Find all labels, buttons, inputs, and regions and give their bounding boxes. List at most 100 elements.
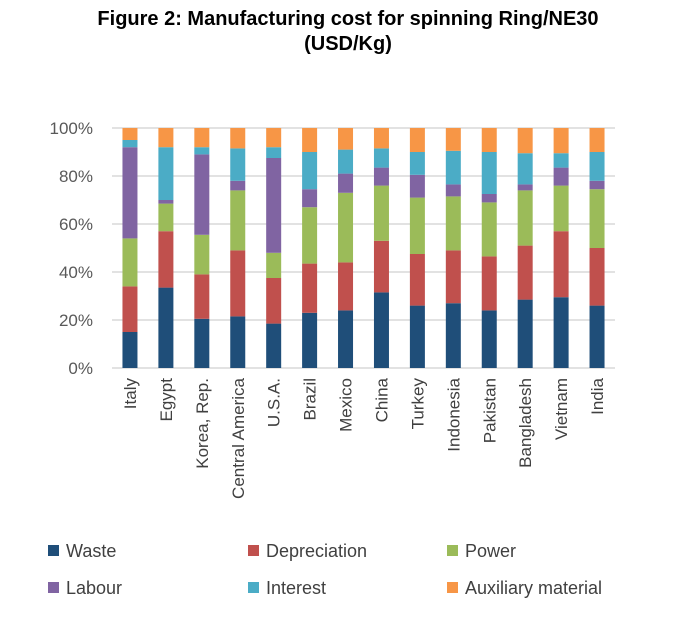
bar-segment-labour xyxy=(122,147,138,239)
bar-segment-depreciation xyxy=(158,231,174,288)
legend-label: Power xyxy=(465,541,516,561)
bar-segment-power xyxy=(373,185,389,241)
bar-segment-interest xyxy=(158,147,174,200)
bar-segment-waste xyxy=(409,305,425,368)
bar-segment-power xyxy=(589,189,605,248)
legend-swatch xyxy=(48,582,59,593)
bar-segment-interest xyxy=(266,147,282,158)
bar-segment-depreciation xyxy=(589,248,605,306)
x-tick-label: Brazil xyxy=(301,378,320,421)
x-tick-label: Turkey xyxy=(408,378,427,430)
y-tick-label: 20% xyxy=(59,311,93,330)
x-tick-label: India xyxy=(588,377,607,414)
legend-swatch xyxy=(447,545,458,556)
bar-segment-auxiliary-material xyxy=(338,128,354,150)
bar-segment-labour xyxy=(409,174,425,198)
bar-segment-labour xyxy=(338,173,354,193)
y-tick-label: 80% xyxy=(59,167,93,186)
bar-segment-auxiliary-material xyxy=(302,128,318,152)
bar-segment-depreciation xyxy=(481,256,497,311)
bar-segment-interest xyxy=(409,152,425,175)
y-tick-label: 100% xyxy=(50,119,93,138)
bar-segment-depreciation xyxy=(445,250,461,304)
x-tick-label: Italy xyxy=(121,378,140,410)
bar-segment-power xyxy=(266,252,282,278)
bar-segment-waste xyxy=(302,312,318,368)
legend-label: Depreciation xyxy=(266,541,367,561)
bar-segment-power xyxy=(481,202,497,257)
bar-segment-auxiliary-material xyxy=(553,128,569,154)
bar-segment-waste xyxy=(230,316,246,368)
bar-segment-labour xyxy=(445,184,461,197)
bar-segment-interest xyxy=(194,147,210,155)
bar-segment-depreciation xyxy=(266,278,282,324)
x-tick-label: Pakistan xyxy=(480,378,499,443)
bar-segment-interest xyxy=(589,152,605,181)
x-tick-label: Indonesia xyxy=(444,377,463,451)
bar-segment-labour xyxy=(481,194,497,203)
bar-segment-interest xyxy=(481,152,497,194)
x-tick-label: Korea, Rep. xyxy=(193,378,212,469)
bar-segment-depreciation xyxy=(517,245,533,300)
bar-segment-auxiliary-material xyxy=(194,128,210,148)
bar-segment-power xyxy=(230,190,246,251)
bar-segment-auxiliary-material xyxy=(158,128,174,148)
bar-segment-labour xyxy=(194,154,210,235)
bar-segment-waste xyxy=(158,287,174,368)
legend-label: Labour xyxy=(66,578,122,598)
x-tick-label: U.S.A. xyxy=(265,378,284,427)
bar-segment-power xyxy=(122,238,138,287)
bar-segment-auxiliary-material xyxy=(230,128,246,149)
bar-segment-depreciation xyxy=(553,231,569,298)
bar-segment-interest xyxy=(553,153,569,168)
bar-segment-depreciation xyxy=(373,240,389,293)
x-tick-label: Egypt xyxy=(157,378,176,422)
bar-segment-power xyxy=(302,207,318,264)
bar-segment-power xyxy=(158,203,174,232)
bar-segment-auxiliary-material xyxy=(481,128,497,152)
bar-segment-power xyxy=(409,197,425,254)
bar-segment-auxiliary-material xyxy=(409,128,425,152)
y-tick-label: 0% xyxy=(68,359,93,378)
bar-segment-waste xyxy=(266,323,282,368)
y-tick-label: 40% xyxy=(59,263,93,282)
x-tick-label: Vietnam xyxy=(552,378,571,440)
bar-segment-depreciation xyxy=(338,262,354,311)
legend-swatch xyxy=(48,545,59,556)
bar-segment-auxiliary-material xyxy=(445,128,461,151)
bar-segment-waste xyxy=(122,332,138,368)
x-tick-label: Mexico xyxy=(337,378,356,432)
bar-segment-waste xyxy=(553,297,569,368)
bar-segment-interest xyxy=(122,140,138,148)
legend-label: Auxiliary material xyxy=(465,578,602,598)
bar-segment-labour xyxy=(589,180,605,190)
bar-segment-auxiliary-material xyxy=(122,128,138,140)
bar-segment-labour xyxy=(158,200,174,204)
bar-segment-labour xyxy=(266,158,282,253)
legend-label: Interest xyxy=(266,578,326,598)
bar-segment-waste xyxy=(481,310,497,368)
bar-segment-labour xyxy=(302,189,318,208)
x-tick-label: Central America xyxy=(229,377,248,498)
bar-segment-auxiliary-material xyxy=(517,128,533,154)
bar-segment-waste xyxy=(445,303,461,368)
x-tick-label: Bangladesh xyxy=(516,378,535,468)
bar-segment-power xyxy=(553,185,569,232)
bar-segment-waste xyxy=(517,299,533,368)
chart-title: Figure 2: Manufacturing cost for spinnin… xyxy=(97,8,599,30)
bar-segment-waste xyxy=(338,310,354,368)
bar-segment-waste xyxy=(589,305,605,368)
y-tick-label: 60% xyxy=(59,215,93,234)
bar-segment-depreciation xyxy=(122,286,138,332)
bar-segment-power xyxy=(445,196,461,251)
bar-segment-interest xyxy=(373,148,389,168)
bar-segment-depreciation xyxy=(194,274,210,319)
bar-segment-power xyxy=(338,192,354,263)
bar-segment-interest xyxy=(230,148,246,181)
legend-swatch xyxy=(248,545,259,556)
bar-segment-depreciation xyxy=(409,254,425,306)
bar-segment-auxiliary-material xyxy=(266,128,282,148)
bar-segment-labour xyxy=(230,180,246,191)
